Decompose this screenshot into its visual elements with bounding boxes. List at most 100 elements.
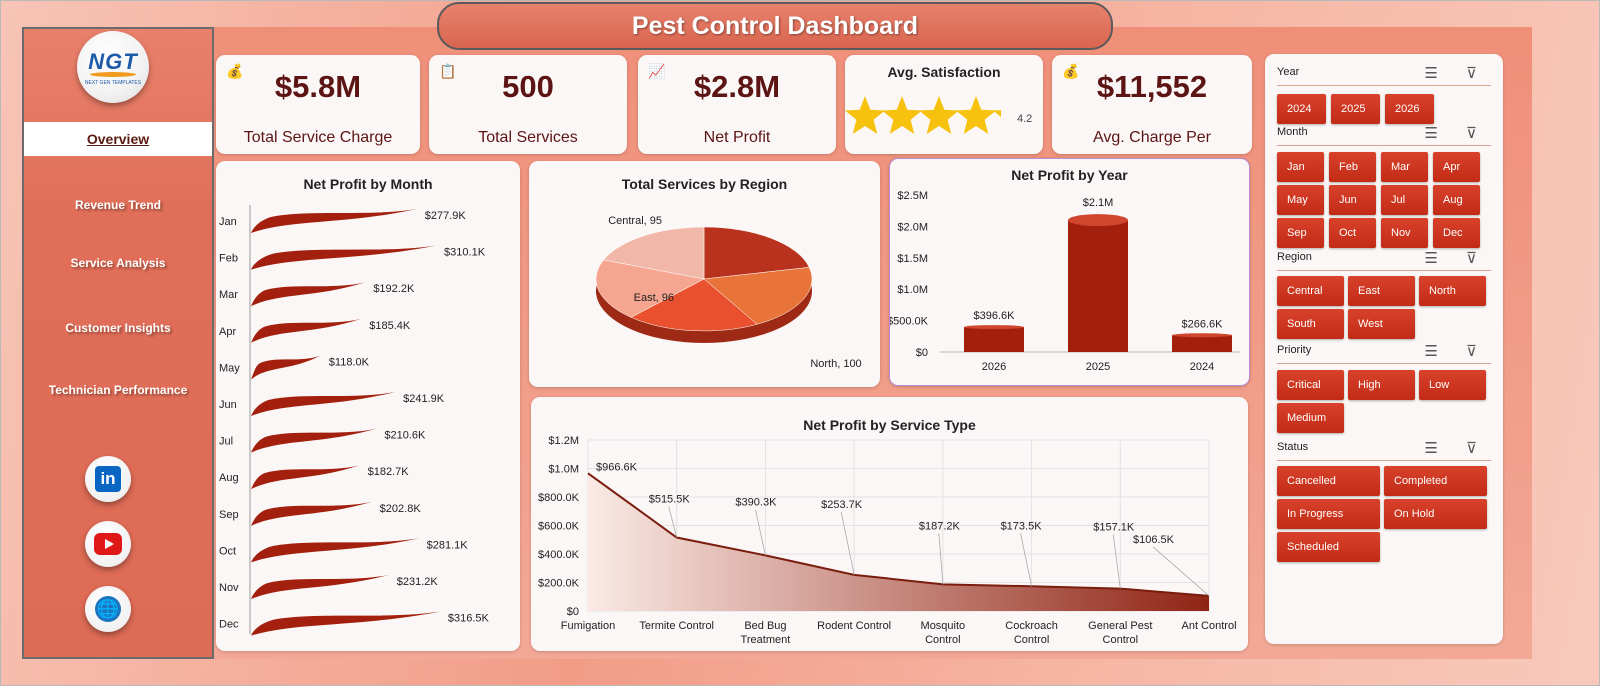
slicer-item-region[interactable]: Central [1277, 276, 1344, 306]
slicer-item-priority[interactable]: High [1348, 370, 1415, 400]
month-data-label: $277.9K [425, 210, 467, 222]
multi-select-clear-filter-icon[interactable]: ☰ ⊽ [1424, 343, 1489, 360]
month-bar[interactable] [251, 209, 417, 233]
month-tick-label: Sep [219, 509, 239, 521]
service-x-tick: Ant Control [1181, 620, 1236, 632]
slicer-item-year[interactable]: 2025 [1331, 94, 1380, 124]
month-bar[interactable] [251, 538, 419, 563]
slicer-item-month[interactable]: Aug [1433, 185, 1480, 215]
slicer-item-month[interactable]: Feb [1329, 152, 1376, 182]
slicer-item-status[interactable]: On Hold [1384, 499, 1487, 529]
slicer-item-year[interactable]: 2026 [1385, 94, 1434, 124]
service-x-tick: General Pest [1088, 620, 1152, 632]
month-tick-label: Jun [219, 399, 237, 411]
chart-title: Total Services by Region [621, 176, 788, 192]
page-title: Pest Control Dashboard [437, 2, 1113, 50]
slicer-item-month[interactable]: Nov [1381, 218, 1428, 248]
logo-text: NGT [88, 48, 138, 74]
slicer-item-month[interactable]: Dec [1433, 218, 1480, 248]
slicer-item-priority[interactable]: Critical [1277, 370, 1344, 400]
slicer-item-month[interactable]: Jul [1381, 185, 1428, 215]
slicer-item-priority[interactable]: Medium [1277, 403, 1344, 433]
month-data-label: $310.1K [444, 247, 486, 259]
slicer-item-month[interactable]: Oct [1329, 218, 1376, 248]
multi-select-clear-filter-icon[interactable]: ☰ ⊽ [1424, 125, 1489, 142]
slicer-item-year[interactable]: 2024 [1277, 94, 1326, 124]
pie-slice[interactable] [603, 226, 705, 280]
pie-slice[interactable] [703, 267, 813, 325]
website-button[interactable]: 🌐 [85, 586, 131, 632]
year-bar[interactable] [1172, 335, 1232, 352]
year-y-tick: $0 [916, 347, 928, 359]
month-bar[interactable] [251, 392, 396, 416]
slicer-item-month[interactable]: Jun [1329, 185, 1376, 215]
nav-overview[interactable]: Overview [24, 122, 212, 156]
month-data-label: $210.6K [384, 430, 426, 442]
service-data-label: $173.5K [1001, 520, 1043, 532]
slicer-title: Region [1277, 251, 1312, 263]
pie-slice[interactable] [630, 278, 758, 332]
service-data-label: $187.2K [919, 520, 961, 532]
month-bar[interactable] [251, 575, 389, 599]
chart-card-year: Net Profit by Year $0 $500.0K $1.0M $1.5M $2… [889, 158, 1250, 386]
month-tick-label: Nov [219, 582, 239, 594]
month-bar[interactable] [251, 465, 360, 490]
multi-select-clear-filter-icon[interactable]: ☰ ⊽ [1424, 440, 1489, 457]
service-y-tick: $800.0K [538, 492, 580, 504]
month-bar[interactable] [251, 245, 437, 270]
slicer-title: Year [1277, 66, 1300, 78]
slicer-item-month[interactable]: Mar [1381, 152, 1428, 182]
month-bar[interactable] [251, 282, 366, 307]
rating-star [993, 96, 1033, 134]
slicer-item-region[interactable]: West [1348, 309, 1415, 339]
month-data-label: $185.4K [369, 320, 411, 332]
month-tick-label: May [219, 362, 240, 374]
linkedin-button[interactable]: in [85, 456, 131, 502]
multi-select-clear-filter-icon[interactable]: ☰ ⊽ [1424, 250, 1489, 267]
slicer-item-month[interactable]: May [1277, 185, 1324, 215]
nav-revenue-trend[interactable]: Revenue Trend [74, 198, 162, 212]
youtube-button[interactable] [85, 521, 131, 567]
slicer-item-status[interactable]: Scheduled [1277, 532, 1380, 562]
slicer-item-month[interactable]: Apr [1433, 152, 1480, 182]
month-tick-label: Oct [219, 545, 236, 557]
slicer-item-month[interactable]: Jan [1277, 152, 1324, 182]
month-bar-chart: Jan $277.9K Feb $310.1K Mar $192.2K Apr $185.4K… [219, 205, 490, 636]
globe-icon: 🌐 [95, 596, 121, 622]
logo-subtext: NEXT GEN TEMPLATES [84, 79, 142, 86]
slicer-item-priority[interactable]: Low [1419, 370, 1486, 400]
year-bar[interactable] [1068, 220, 1128, 352]
pie-slice[interactable] [595, 259, 705, 318]
month-bar[interactable] [251, 318, 362, 343]
pie-slice[interactable] [703, 226, 810, 280]
nav-technician-performance[interactable]: Technician Performance [48, 383, 188, 397]
slicer-item-status[interactable]: Cancelled [1277, 466, 1380, 496]
slicer-item-region[interactable]: South [1277, 309, 1344, 339]
service-leader-line [668, 506, 678, 538]
year-y-tick: $2.5M [897, 190, 928, 202]
service-y-tick: $0 [567, 606, 579, 618]
multi-select-clear-filter-icon[interactable]: ☰ ⊽ [1424, 65, 1489, 82]
slicer-item-month[interactable]: Sep [1277, 218, 1324, 248]
kpi-card-total-services: 📋 500 Total Services [429, 55, 627, 154]
month-data-label: $118.0K [329, 356, 370, 368]
ngt-logo[interactable]: NGT NEXT GEN TEMPLATES [77, 31, 149, 103]
slicer-item-status[interactable]: Completed [1384, 466, 1487, 496]
nav-customer-insights[interactable]: Customer Insights [65, 321, 171, 335]
year-bar[interactable] [964, 327, 1024, 352]
service-x-tick: Fumigation [561, 620, 615, 632]
slicer-item-region[interactable]: North [1419, 276, 1486, 306]
slicer-panel: Year ☰ ⊽ 2024 2025 2026 Month ☰ ⊽ Jan Feb Mar Apr M… [1265, 54, 1503, 644]
month-bar[interactable] [251, 355, 321, 380]
chart-title: Net Profit by Service Type [803, 417, 976, 433]
service-leader-line [1112, 534, 1121, 589]
slicer-item-status[interactable]: In Progress [1277, 499, 1380, 529]
service-leader-line [938, 533, 944, 585]
month-bar[interactable] [251, 611, 440, 636]
kpi-card-service-charge: 💰 $5.8M Total Service Charge [216, 55, 420, 154]
month-bar[interactable] [251, 428, 377, 453]
nav-service-analysis[interactable]: Service Analysis [70, 256, 166, 270]
month-bar[interactable] [251, 501, 372, 526]
slicer-item-region[interactable]: East [1348, 276, 1415, 306]
